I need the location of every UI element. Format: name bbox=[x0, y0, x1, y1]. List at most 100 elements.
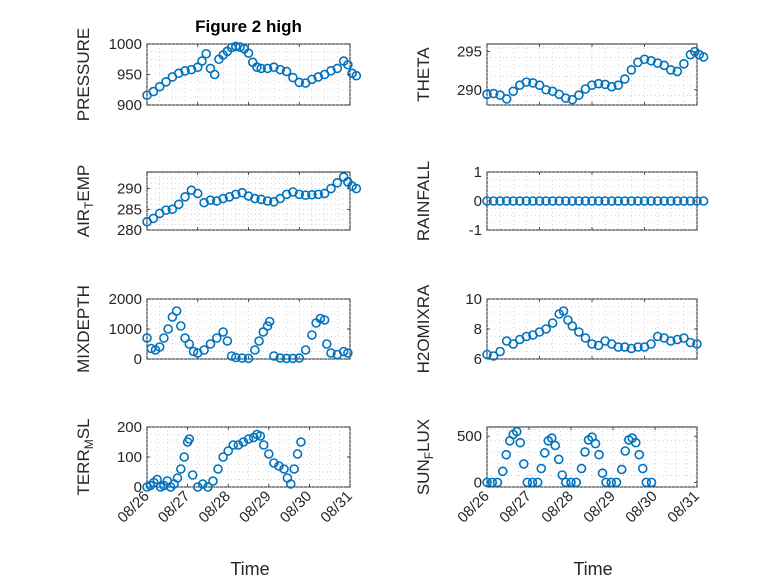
data-point bbox=[307, 189, 317, 200]
data-point bbox=[594, 449, 604, 460]
data-point bbox=[482, 477, 492, 488]
data-point bbox=[672, 196, 683, 206]
data-point bbox=[567, 196, 578, 206]
data-point bbox=[497, 466, 508, 477]
data-point bbox=[495, 196, 505, 206]
data-point bbox=[560, 196, 571, 206]
data-point bbox=[672, 66, 683, 77]
y-tick-label: -1 bbox=[469, 222, 482, 239]
x-tick-label: 08/30 bbox=[622, 488, 661, 527]
data-point bbox=[294, 77, 305, 88]
data-point bbox=[626, 196, 637, 206]
data-point bbox=[208, 476, 218, 486]
data-point bbox=[258, 440, 269, 450]
data-point bbox=[558, 306, 569, 316]
data-point bbox=[626, 343, 637, 354]
data-point bbox=[326, 348, 336, 358]
data-point bbox=[553, 454, 564, 465]
data-point bbox=[511, 426, 522, 437]
data-point bbox=[620, 446, 631, 456]
subplot-3: 280 285 290 AIRTEMP bbox=[74, 165, 362, 239]
data-point bbox=[571, 477, 582, 488]
subplot-4: -1 0 1 RAINFALL bbox=[414, 161, 709, 241]
data-point bbox=[263, 449, 274, 459]
y-tick-label: 500 bbox=[457, 428, 482, 445]
data-point bbox=[665, 196, 676, 206]
y-tick-label: 100 bbox=[117, 449, 142, 466]
data-point bbox=[326, 183, 336, 194]
data-point bbox=[192, 188, 203, 199]
data-point bbox=[557, 470, 568, 480]
data-point bbox=[250, 345, 260, 355]
data-point bbox=[343, 59, 353, 70]
data-point bbox=[250, 193, 260, 204]
data-point bbox=[338, 346, 349, 357]
data-point bbox=[508, 86, 519, 97]
data-point bbox=[488, 88, 499, 99]
data-point bbox=[142, 333, 152, 343]
x-tick-label: 08/26 bbox=[454, 488, 493, 527]
data-point bbox=[205, 195, 216, 205]
data-point bbox=[590, 438, 601, 449]
data-point bbox=[613, 80, 624, 90]
data-point bbox=[237, 353, 247, 363]
data-point bbox=[351, 183, 362, 194]
data-point bbox=[574, 90, 584, 100]
x-tick-label: 08/27 bbox=[155, 488, 194, 527]
x-tick-label: 08/29 bbox=[236, 488, 275, 527]
data-point bbox=[487, 477, 498, 488]
data-point bbox=[180, 192, 190, 202]
data-point bbox=[176, 321, 186, 331]
data-point bbox=[300, 345, 311, 355]
data-point bbox=[238, 437, 249, 447]
data-point bbox=[269, 351, 279, 361]
data-point bbox=[580, 333, 591, 343]
data-point bbox=[563, 315, 573, 325]
data-point bbox=[652, 196, 663, 206]
data-point bbox=[521, 331, 532, 342]
data-point bbox=[515, 437, 526, 448]
data-point bbox=[264, 316, 275, 327]
data-point bbox=[521, 77, 532, 87]
y-axis-label: THETA bbox=[414, 47, 433, 102]
data-point bbox=[495, 346, 505, 357]
data-point bbox=[180, 66, 190, 76]
y-tick-label: 900 bbox=[117, 97, 142, 114]
data-point bbox=[300, 190, 311, 200]
data-point bbox=[515, 196, 525, 206]
data-point bbox=[243, 353, 254, 364]
data-point bbox=[639, 196, 650, 206]
data-point bbox=[184, 339, 195, 349]
data-point bbox=[541, 196, 551, 206]
data-point bbox=[226, 351, 237, 361]
data-point bbox=[692, 339, 702, 349]
data-point bbox=[593, 340, 604, 351]
data-point bbox=[580, 196, 591, 206]
data-point bbox=[593, 78, 604, 89]
x-axis-label: Time bbox=[573, 559, 612, 579]
data-point bbox=[534, 196, 545, 206]
data-point bbox=[630, 437, 641, 448]
data-point bbox=[296, 437, 306, 447]
data-point bbox=[554, 196, 564, 206]
data-point bbox=[159, 333, 169, 343]
data-point bbox=[205, 339, 216, 349]
data-point bbox=[315, 313, 326, 324]
y-tick-label: 10 bbox=[465, 291, 482, 308]
data-point bbox=[154, 81, 165, 92]
data-point bbox=[613, 342, 624, 352]
subplot-1: 900 950 1000 PRESSURE Figure 2 high bbox=[74, 17, 362, 121]
data-point bbox=[161, 77, 171, 87]
data-point bbox=[198, 479, 208, 489]
data-point bbox=[639, 54, 650, 65]
data-point bbox=[611, 477, 622, 488]
y-tick-label: 1 bbox=[474, 164, 482, 181]
data-point bbox=[698, 196, 709, 206]
y-axis-label: MIXDEPTH bbox=[74, 285, 93, 373]
data-point bbox=[508, 196, 519, 206]
data-point bbox=[256, 194, 266, 205]
data-point bbox=[672, 334, 683, 345]
data-point bbox=[209, 69, 220, 80]
data-point bbox=[254, 336, 264, 346]
